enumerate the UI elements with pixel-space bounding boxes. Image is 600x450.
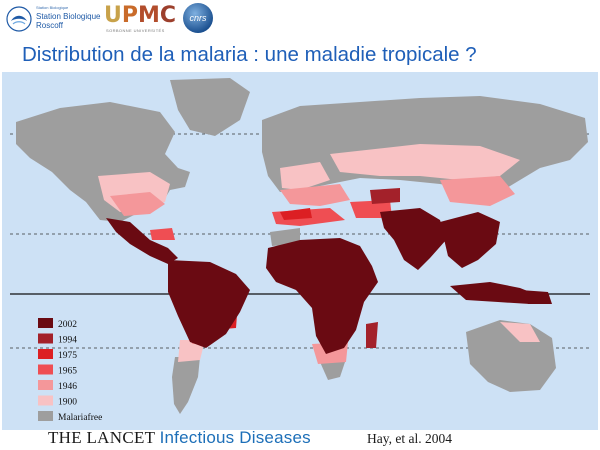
new-guinea-2002-region: [520, 290, 552, 304]
legend-label-1900: 1900: [58, 398, 77, 408]
legend-swatch-1946: [38, 380, 53, 390]
cnrs-wordmark: cnrs: [189, 13, 207, 23]
mediterranean-1946-region: [280, 184, 350, 206]
lancet-source: THE LANCET Infectious Diseases: [48, 428, 311, 448]
madagascar-1994-region: [366, 322, 378, 348]
legend-label-1994: 1994: [58, 336, 77, 346]
legend-swatch-1900: [38, 395, 53, 406]
station-biologique-name: Station Biologique: [36, 12, 101, 21]
argentina-1900-region: [178, 340, 205, 362]
world-map-svg: 2002 1994 1975 1965 1946 1900 Malariafree: [2, 72, 598, 430]
legend-label-1965: 1965: [58, 367, 77, 377]
africa-south-tip-land: [320, 362, 345, 380]
malaria-2002-regions: [106, 208, 552, 354]
lancet-journal-name: THE LANCET: [48, 428, 160, 447]
legend-label-1975: 1975: [58, 351, 77, 361]
map-legend: 2002 1994 1975 1965 1946 1900 Malariafree: [38, 318, 102, 423]
russia-1900-region: [330, 144, 520, 180]
legend-swatch-2002: [38, 318, 53, 328]
station-biologique-small-text: Station Biologique: [36, 5, 69, 10]
legend-swatch-1965: [38, 364, 53, 375]
legend-swatch-1994: [38, 333, 53, 344]
logo-bar: Station Biologique Station Biologique Ro…: [0, 0, 600, 40]
maghreb-1975-region: [280, 208, 312, 220]
upmc-subtext: SORBONNE UNIVERSITÉS: [106, 28, 165, 33]
malaria-distribution-map: 2002 1994 1975 1965 1946 1900 Malariafree: [0, 72, 600, 432]
caucasus-1994-region: [370, 188, 400, 204]
central-america-2002-region: [106, 218, 178, 264]
legend-label-malariafree: Malariafree: [58, 412, 102, 423]
usa-1946-region: [110, 192, 165, 216]
citation-text: Hay, et al. 2004: [367, 431, 452, 446]
caribbean-1965-region: [150, 228, 175, 240]
cnrs-emblem-icon: cnrs: [183, 3, 213, 33]
greenland-land: [170, 78, 250, 136]
slide-title: Distribution de la malaria : une maladie…: [22, 43, 477, 66]
southeast-asia-2002-region: [440, 212, 500, 268]
south-asia-2002-region: [380, 208, 446, 270]
malaria-1994-regions: [366, 188, 400, 348]
australia-north-1900-region: [500, 322, 540, 342]
station-biologique-logo: Station Biologique Station Biologique Ro…: [4, 2, 102, 36]
legend-swatch-1975: [38, 349, 53, 359]
upmc-logo: UPMC SORBONNE UNIVERSITÉS: [104, 3, 177, 36]
europe-1900-region: [280, 162, 330, 190]
china-1946-region: [440, 176, 515, 206]
station-biologique-place: Roscoff: [36, 21, 63, 30]
south-america-2002-region: [168, 260, 250, 348]
legend-swatch-malariafree: [38, 411, 53, 421]
sahara-west-land: [270, 228, 300, 246]
cnrs-logo: cnrs: [182, 2, 214, 34]
south-america-south-land: [172, 357, 200, 414]
station-biologique-emblem-icon: [6, 6, 32, 32]
lancet-journal-subtitle: Infectious Diseases: [159, 428, 311, 447]
upmc-wordmark: UPMC: [104, 3, 177, 28]
legend-label-2002: 2002: [58, 320, 77, 330]
legend-label-1946: 1946: [58, 382, 77, 392]
indonesia-2002-region: [450, 282, 540, 304]
footer: THE LANCET Infectious Diseases Hay, et a…: [0, 428, 600, 450]
africa-2002-region: [266, 238, 378, 354]
